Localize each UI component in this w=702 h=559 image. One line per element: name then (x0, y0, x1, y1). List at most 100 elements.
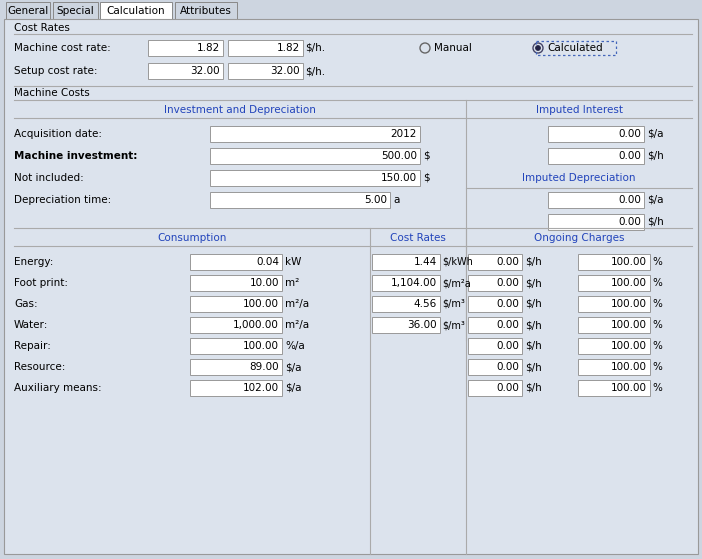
Bar (578, 380, 650, 396)
Bar (190, 275, 282, 291)
Text: 0.00: 0.00 (496, 341, 519, 351)
Bar (372, 254, 440, 270)
Text: 0.00: 0.00 (496, 257, 519, 267)
Text: 100.00: 100.00 (611, 320, 647, 330)
Text: 5.00: 5.00 (364, 195, 387, 205)
Text: $/h.: $/h. (305, 43, 325, 53)
Text: Foot print:: Foot print: (14, 278, 68, 288)
Text: $/m³: $/m³ (442, 299, 465, 309)
Bar (468, 338, 522, 354)
Bar (148, 40, 223, 56)
Text: 102.00: 102.00 (243, 383, 279, 393)
Bar (372, 317, 440, 333)
Text: kW: kW (285, 257, 301, 267)
Bar (175, 2, 237, 20)
Text: %: % (652, 278, 662, 288)
Bar (190, 254, 282, 270)
Bar (578, 359, 650, 375)
Text: 1.82: 1.82 (277, 43, 300, 53)
Text: 1,000.00: 1,000.00 (233, 320, 279, 330)
Text: m²: m² (285, 278, 299, 288)
Bar (468, 296, 522, 312)
Text: $/h: $/h (525, 320, 542, 330)
Text: 100.00: 100.00 (611, 257, 647, 267)
Text: 89.00: 89.00 (249, 362, 279, 372)
Text: 100.00: 100.00 (243, 299, 279, 309)
Text: Ongoing Charges: Ongoing Charges (534, 233, 624, 243)
Text: 100.00: 100.00 (243, 341, 279, 351)
Text: $: $ (423, 173, 430, 183)
Bar (548, 192, 644, 208)
Bar (372, 296, 440, 312)
Text: 0.00: 0.00 (618, 217, 641, 227)
Text: %/a: %/a (285, 341, 305, 351)
Text: $/m²a: $/m²a (442, 278, 471, 288)
Bar (578, 296, 650, 312)
Text: Calculated: Calculated (547, 43, 602, 53)
Text: 36.00: 36.00 (407, 320, 437, 330)
Text: Machine cost rate:: Machine cost rate: (14, 43, 111, 53)
Text: %: % (652, 341, 662, 351)
Text: %: % (652, 257, 662, 267)
Text: Not included:: Not included: (14, 173, 84, 183)
Text: 4.56: 4.56 (413, 299, 437, 309)
Bar (548, 214, 644, 230)
Text: 0.00: 0.00 (496, 299, 519, 309)
Text: Investment and Depreciation: Investment and Depreciation (164, 105, 316, 115)
Text: Resource:: Resource: (14, 362, 65, 372)
Bar (578, 275, 650, 291)
Text: $/kWh: $/kWh (442, 257, 473, 267)
Text: %: % (652, 320, 662, 330)
Text: 10.00: 10.00 (249, 278, 279, 288)
Bar (468, 254, 522, 270)
Bar (578, 338, 650, 354)
Text: Machine Costs: Machine Costs (14, 88, 90, 98)
Text: a: a (393, 195, 399, 205)
Text: 100.00: 100.00 (611, 299, 647, 309)
Text: $/h: $/h (525, 257, 542, 267)
Bar (468, 359, 522, 375)
Text: General: General (8, 7, 48, 17)
Text: 32.00: 32.00 (270, 66, 300, 76)
Text: 1.82: 1.82 (197, 43, 220, 53)
Text: Cost Rates: Cost Rates (390, 233, 446, 243)
Text: $/a: $/a (285, 362, 301, 372)
Text: Depreciation time:: Depreciation time: (14, 195, 111, 205)
Text: $/h: $/h (525, 278, 542, 288)
Bar (190, 296, 282, 312)
Text: $/h: $/h (525, 299, 542, 309)
Text: 0.04: 0.04 (256, 257, 279, 267)
Bar (190, 338, 282, 354)
Text: $/h: $/h (525, 383, 542, 393)
Text: 2012: 2012 (390, 129, 417, 139)
Bar (210, 170, 420, 186)
Text: $/h: $/h (647, 151, 664, 161)
Text: m²/a: m²/a (285, 299, 309, 309)
Text: Water:: Water: (14, 320, 48, 330)
Text: Gas:: Gas: (14, 299, 38, 309)
Bar (228, 63, 303, 79)
Bar (100, 2, 172, 20)
Bar (468, 380, 522, 396)
Text: 100.00: 100.00 (611, 383, 647, 393)
Text: $/h: $/h (525, 341, 542, 351)
Text: m²/a: m²/a (285, 320, 309, 330)
Text: $/a: $/a (285, 383, 301, 393)
Text: $/h: $/h (525, 362, 542, 372)
Bar (372, 275, 440, 291)
Text: 0.00: 0.00 (496, 383, 519, 393)
Text: 1,104.00: 1,104.00 (391, 278, 437, 288)
Text: $/a: $/a (647, 195, 663, 205)
Bar (548, 126, 644, 142)
Text: Machine investment:: Machine investment: (14, 151, 138, 161)
Bar (190, 317, 282, 333)
Text: $/m³: $/m³ (442, 320, 465, 330)
Bar (228, 40, 303, 56)
Bar (468, 317, 522, 333)
Text: 100.00: 100.00 (611, 341, 647, 351)
Text: Manual: Manual (434, 43, 472, 53)
Text: Special: Special (57, 7, 94, 17)
Text: Repair:: Repair: (14, 341, 51, 351)
Text: Attributes: Attributes (180, 7, 232, 17)
Bar (210, 126, 420, 142)
